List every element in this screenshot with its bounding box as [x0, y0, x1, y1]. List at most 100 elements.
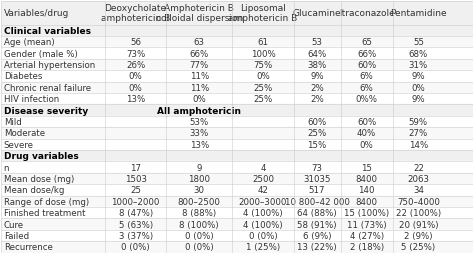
Text: 2063: 2063	[408, 174, 429, 183]
Text: Drug variables: Drug variables	[4, 152, 79, 161]
Text: 2%: 2%	[310, 84, 324, 92]
Text: Age (mean): Age (mean)	[4, 38, 55, 47]
Text: 140: 140	[358, 186, 375, 195]
Text: 66%: 66%	[190, 50, 209, 58]
Text: Mean dose/kg: Mean dose/kg	[4, 186, 64, 195]
Text: 1 (25%): 1 (25%)	[246, 242, 280, 251]
Text: 73%: 73%	[126, 50, 146, 58]
Text: 73: 73	[311, 163, 323, 172]
Text: 77%: 77%	[190, 61, 209, 70]
Bar	[1, 105, 473, 116]
Text: 2 (9%): 2 (9%)	[404, 231, 433, 240]
Text: 0%: 0%	[256, 72, 270, 81]
Bar	[1, 162, 473, 173]
Text: 2500: 2500	[252, 174, 274, 183]
Bar	[1, 173, 473, 184]
Text: 0 (0%): 0 (0%)	[185, 231, 214, 240]
Text: 100%: 100%	[251, 50, 275, 58]
Text: 0 (0%): 0 (0%)	[248, 231, 277, 240]
Bar	[1, 116, 473, 128]
Text: 9%: 9%	[411, 72, 425, 81]
Bar	[1, 196, 473, 207]
Text: 5 (63%): 5 (63%)	[118, 220, 153, 229]
Text: 33%: 33%	[190, 129, 209, 138]
Text: 15%: 15%	[308, 140, 327, 149]
Text: 11 (73%): 11 (73%)	[347, 220, 386, 229]
Text: 25%: 25%	[253, 84, 273, 92]
Bar	[1, 48, 473, 60]
Text: 4 (100%): 4 (100%)	[243, 220, 283, 229]
Text: 30: 30	[194, 186, 205, 195]
Text: 38%: 38%	[308, 61, 327, 70]
Text: 9: 9	[197, 163, 202, 172]
Text: 2000–3000: 2000–3000	[239, 197, 287, 206]
Text: 0%: 0%	[192, 95, 206, 104]
Text: 13%: 13%	[126, 95, 146, 104]
Text: 27%: 27%	[409, 129, 428, 138]
Text: Glucamine: Glucamine	[293, 9, 341, 18]
Text: 56: 56	[130, 38, 141, 47]
Text: 10 800–42 000: 10 800–42 000	[285, 197, 349, 206]
Bar	[1, 139, 473, 150]
Text: 61: 61	[257, 38, 268, 47]
Text: 26%: 26%	[126, 61, 146, 70]
Text: 1800: 1800	[188, 174, 210, 183]
Text: 25%: 25%	[253, 95, 273, 104]
Text: 59%: 59%	[409, 118, 428, 126]
Text: Liposomal
amphotericin B: Liposomal amphotericin B	[228, 4, 298, 23]
Text: 5 (25%): 5 (25%)	[401, 242, 436, 251]
Text: 53: 53	[311, 38, 323, 47]
Text: 15: 15	[361, 163, 372, 172]
Text: 0 (0%): 0 (0%)	[121, 242, 150, 251]
Bar	[1, 37, 473, 48]
Bar	[1, 26, 473, 37]
Text: 40%: 40%	[357, 129, 376, 138]
Text: 13%: 13%	[190, 140, 209, 149]
Text: Recurrence: Recurrence	[4, 242, 53, 251]
Bar	[1, 71, 473, 82]
Text: 0%: 0%	[129, 84, 143, 92]
Text: 68%: 68%	[409, 50, 428, 58]
Text: Disease severity: Disease severity	[4, 106, 88, 115]
Text: 11%: 11%	[190, 84, 209, 92]
Text: 2 (18%): 2 (18%)	[349, 242, 383, 251]
Text: 66%: 66%	[357, 50, 376, 58]
Text: Pentamidine: Pentamidine	[390, 9, 447, 18]
Text: 31%: 31%	[409, 61, 428, 70]
Text: 14%: 14%	[409, 140, 428, 149]
Text: 64 (88%): 64 (88%)	[297, 208, 337, 217]
Text: 2%: 2%	[310, 95, 324, 104]
Text: 1000–2000: 1000–2000	[111, 197, 160, 206]
Bar	[1, 128, 473, 139]
Text: 1503: 1503	[125, 174, 146, 183]
Text: 22: 22	[413, 163, 424, 172]
Text: 55: 55	[413, 38, 424, 47]
Text: 60%: 60%	[357, 118, 376, 126]
Text: Deoxycholate
amphotericin B: Deoxycholate amphotericin B	[101, 4, 170, 23]
Bar	[1, 241, 473, 252]
Bar	[1, 82, 473, 94]
Text: Diabetes: Diabetes	[4, 72, 42, 81]
Text: 8400: 8400	[356, 197, 378, 206]
Text: 42: 42	[257, 186, 268, 195]
Text: 64%: 64%	[308, 50, 327, 58]
Text: Arterial hypertension: Arterial hypertension	[4, 61, 95, 70]
Text: 15 (100%): 15 (100%)	[344, 208, 389, 217]
Text: 4: 4	[260, 163, 265, 172]
Text: 13 (22%): 13 (22%)	[297, 242, 337, 251]
Text: 22 (100%): 22 (100%)	[396, 208, 441, 217]
Text: Failed: Failed	[4, 231, 29, 240]
Text: Gender (male %): Gender (male %)	[4, 50, 77, 58]
Text: Finished treatment: Finished treatment	[4, 208, 85, 217]
Text: 8 (100%): 8 (100%)	[180, 220, 219, 229]
Bar	[1, 94, 473, 105]
Text: Itraconazole: Itraconazole	[339, 9, 394, 18]
Text: 11%: 11%	[190, 72, 209, 81]
Text: 17: 17	[130, 163, 141, 172]
Text: Range of dose (mg): Range of dose (mg)	[4, 197, 89, 206]
Text: 0%: 0%	[360, 140, 374, 149]
Text: 6 (9%): 6 (9%)	[303, 231, 331, 240]
Text: 31035: 31035	[303, 174, 331, 183]
Bar	[1, 2, 473, 26]
Text: 6%: 6%	[360, 84, 374, 92]
